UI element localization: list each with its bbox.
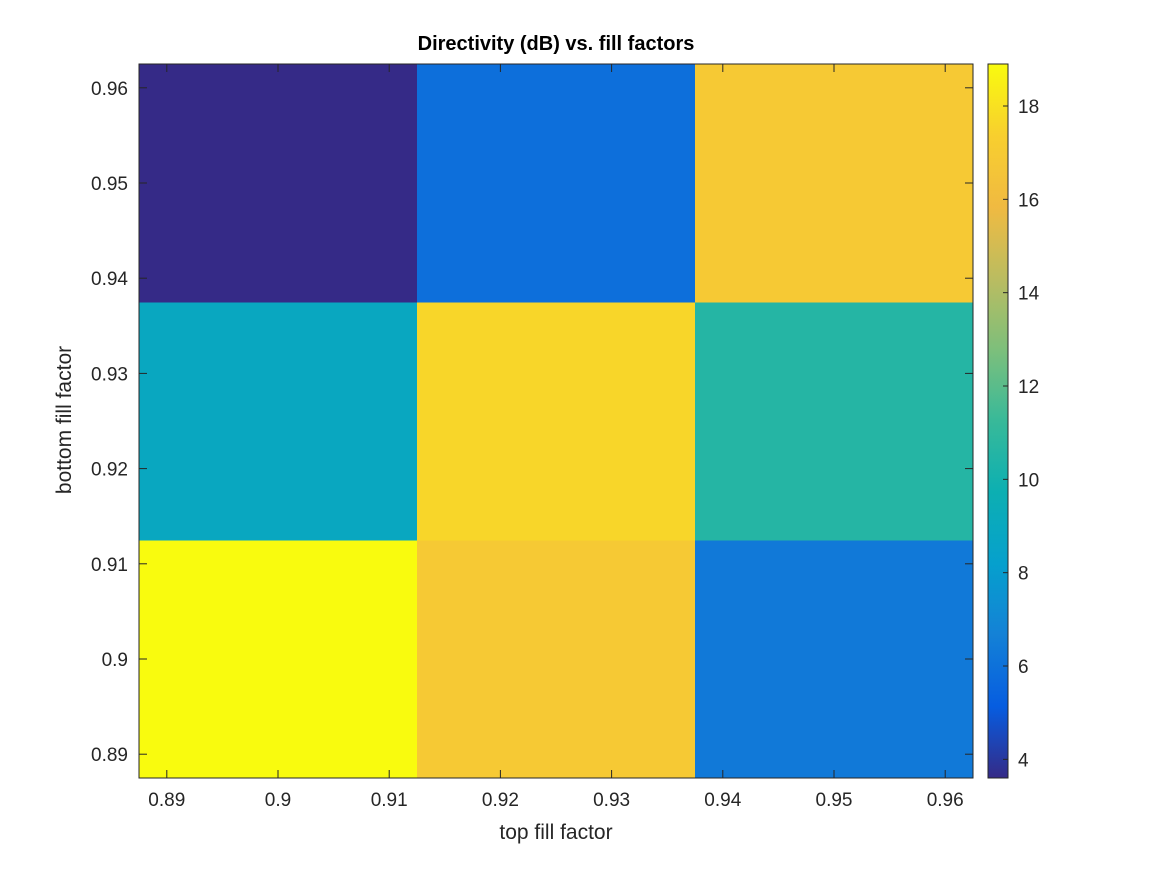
- colorbar-tick-label: 16: [1018, 190, 1039, 211]
- colorbar-tick-label: 4: [1018, 750, 1029, 771]
- plot-border: [138, 63, 974, 779]
- x-tick-label: 0.95: [816, 790, 853, 811]
- heatmap-cell: [139, 540, 418, 779]
- y-tick-label: 0.89: [91, 745, 128, 766]
- y-tick-label: 0.91: [91, 555, 128, 576]
- x-tick-label: 0.92: [482, 790, 519, 811]
- heatmap-cell: [695, 64, 974, 303]
- y-tick-label: 0.94: [91, 269, 128, 290]
- heatmap-cell: [695, 540, 974, 779]
- y-tick-label: 0.96: [91, 79, 128, 100]
- x-tick-label: 0.89: [148, 790, 185, 811]
- x-tick-label: 0.9: [265, 790, 291, 811]
- x-tick-label: 0.94: [704, 790, 741, 811]
- heatmap-cell: [139, 302, 418, 541]
- colorbar-gradient: [988, 64, 1008, 778]
- heatmap-cell: [695, 302, 974, 541]
- y-tick-label: 0.92: [91, 460, 128, 481]
- y-tick-label: 0.9: [102, 650, 128, 671]
- y-axis-ticks: 0.89 0.9 0.91 0.92 0.93 0.94 0.95 0.96: [91, 79, 973, 766]
- x-tick-label: 0.93: [593, 790, 630, 811]
- colorbar-tick-label: 12: [1018, 377, 1039, 398]
- y-tick-label: 0.95: [91, 174, 128, 195]
- x-tick-label: 0.91: [371, 790, 408, 811]
- y-axis-label: bottom fill factor: [53, 346, 76, 494]
- colorbar-tick-label: 8: [1018, 564, 1029, 585]
- colorbar-tick-label: 10: [1018, 470, 1039, 491]
- colorbar: 4 6 8 10 12 14 16 18: [987, 63, 1040, 779]
- heatmap-cell: [417, 64, 696, 303]
- colorbar-tick-label: 18: [1018, 97, 1039, 118]
- colorbar-border: [987, 63, 1009, 779]
- colorbar-tick-label: 6: [1018, 657, 1029, 678]
- x-tick-label: 0.96: [927, 790, 964, 811]
- x-axis-ticks: 0.89 0.9 0.91 0.92 0.93 0.94 0.95 0.96: [148, 64, 964, 811]
- y-tick-label: 0.93: [91, 364, 128, 385]
- colorbar-tick-label: 14: [1018, 284, 1040, 305]
- x-axis-label: top fill factor: [499, 821, 612, 844]
- axes-frame: [138, 63, 974, 779]
- heatmap-cells: [139, 64, 974, 779]
- chart-title: Directivity (dB) vs. fill factors: [418, 33, 695, 55]
- heatmap-cell: [139, 64, 418, 303]
- heatmap-cell: [417, 540, 696, 779]
- heatmap-cell: [417, 302, 696, 541]
